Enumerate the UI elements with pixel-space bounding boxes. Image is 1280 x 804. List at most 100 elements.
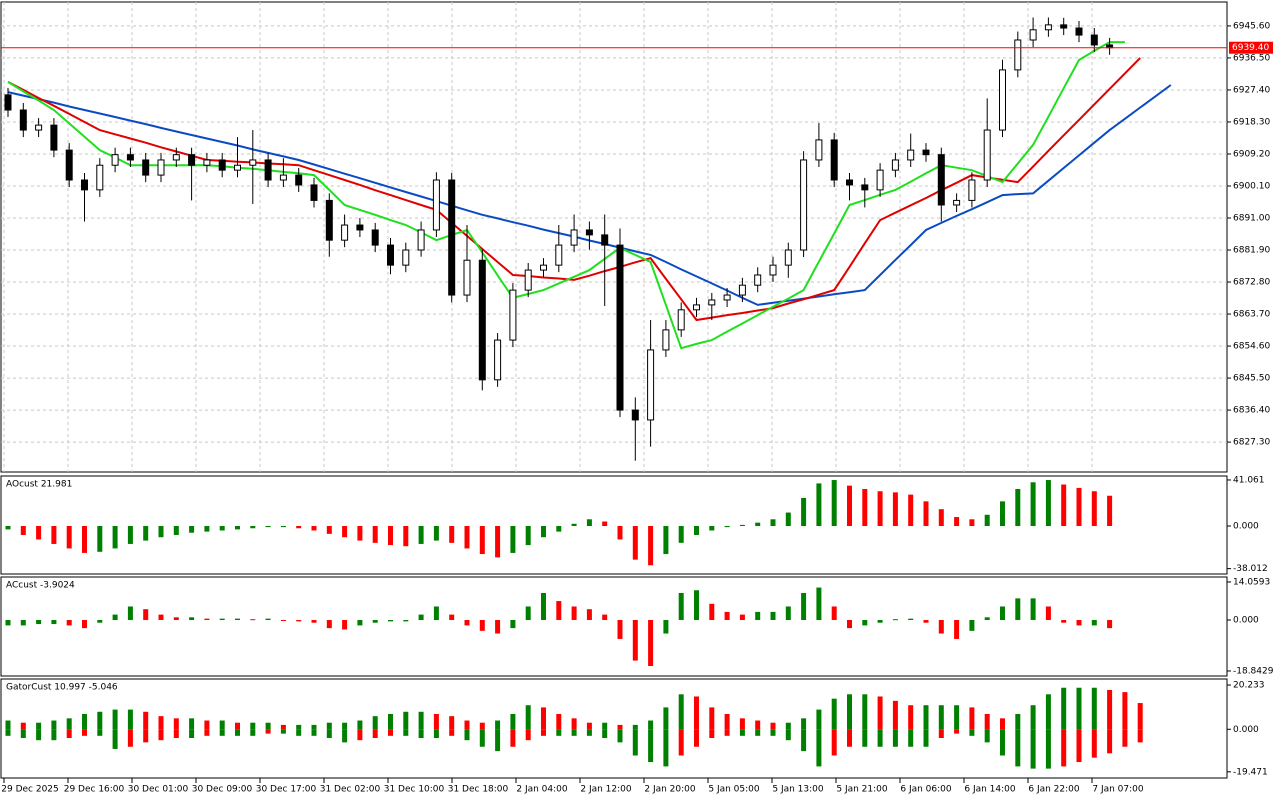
candle-body	[754, 274, 762, 286]
histogram-bar	[464, 620, 470, 626]
gator-bar	[464, 720, 470, 730]
last-price-box	[1229, 41, 1273, 54]
gator-bar	[862, 729, 868, 747]
candle-body	[922, 149, 930, 156]
gator-bar	[755, 729, 761, 736]
candle-body	[356, 224, 364, 231]
histogram-bar	[433, 526, 439, 541]
histogram-bar	[1000, 501, 1005, 527]
y-tick-label: 6872.80	[1233, 278, 1270, 288]
gator-bar	[265, 729, 271, 734]
candle-body	[157, 159, 165, 176]
histogram-bar	[663, 620, 669, 634]
histogram-bar	[632, 620, 638, 661]
gator-bar	[1122, 729, 1128, 747]
gator-bar	[5, 729, 11, 736]
gator-bar	[127, 709, 133, 730]
gator-bar	[724, 713, 730, 730]
candle-body	[402, 249, 410, 266]
candle-body	[616, 244, 624, 411]
histogram-bar	[770, 611, 776, 621]
y-tick-label: 6854.60	[1233, 342, 1270, 352]
gator-bar	[632, 724, 638, 730]
histogram-bar	[1000, 606, 1005, 621]
histogram-bar	[525, 606, 531, 621]
gator-bar	[510, 713, 516, 730]
y-tick-label: 0.000	[1233, 522, 1259, 532]
candle-body	[35, 124, 43, 131]
histogram-bar	[938, 509, 944, 527]
histogram-bar	[694, 526, 699, 535]
x-tick-label: 6 Jan 22:00	[1028, 785, 1080, 795]
gator-bar	[296, 724, 302, 730]
histogram-bar	[36, 620, 42, 625]
candle-body	[953, 199, 961, 206]
histogram-bar	[112, 526, 118, 549]
indicator-label: ACcust -3.9024	[6, 581, 75, 591]
histogram-bar	[388, 526, 393, 546]
gator-bar	[372, 729, 378, 739]
candle-body	[1044, 24, 1052, 31]
gator-bar	[204, 720, 210, 730]
candle-body	[784, 249, 792, 266]
histogram-bar	[892, 619, 898, 621]
gator-bar	[235, 729, 240, 736]
histogram-bar	[877, 491, 883, 527]
histogram-bar	[20, 526, 26, 535]
histogram-bar	[173, 617, 179, 621]
gator-bar	[143, 729, 149, 743]
gator-bar	[663, 707, 669, 730]
histogram-bar	[1045, 480, 1051, 527]
histogram-bar	[571, 606, 577, 621]
gator-bar	[969, 729, 975, 736]
candle-body	[295, 174, 303, 186]
candle-body	[1090, 34, 1098, 46]
gator-bar	[648, 729, 654, 763]
y-tick-label: 6918.30	[1233, 117, 1270, 127]
alligator-line	[7, 57, 1141, 322]
gator-bar	[1122, 692, 1128, 730]
histogram-bar	[816, 483, 822, 527]
candle-body	[601, 234, 609, 246]
histogram-bar	[219, 618, 225, 621]
histogram-bar	[280, 526, 286, 528]
gator-bar	[479, 722, 485, 730]
gator-bar	[954, 729, 960, 734]
histogram-bar	[877, 620, 883, 623]
histogram-bar	[127, 526, 133, 544]
histogram-bar	[923, 501, 929, 527]
candle-body	[677, 309, 685, 331]
gator-bar	[403, 729, 409, 736]
gator-bar	[173, 718, 179, 730]
histogram-bar	[82, 620, 87, 629]
histogram-bar	[1107, 495, 1113, 527]
histogram-bar	[127, 606, 133, 621]
histogram-bar	[755, 611, 761, 621]
gator-bar	[1061, 729, 1067, 767]
y-tick-label: 0.000	[1233, 616, 1259, 626]
candle-body	[540, 264, 547, 271]
histogram-bar	[479, 620, 485, 631]
histogram-bar	[770, 519, 776, 527]
histogram-bar	[97, 526, 103, 552]
indicator-label: GatorCust 10.997 -5.046	[6, 683, 118, 693]
gator-bar	[954, 705, 960, 730]
gator-bar	[923, 729, 929, 747]
histogram-bar	[143, 609, 149, 621]
x-tick-label: 5 Jan 21:00	[836, 785, 888, 795]
x-tick-label: 29 Dec 2025	[1, 785, 59, 795]
y-tick-label: 41.061	[1233, 475, 1265, 485]
histogram-bar	[586, 609, 592, 621]
histogram-bar	[954, 620, 960, 639]
candle-body	[937, 154, 945, 206]
candle-body	[738, 284, 746, 296]
y-tick-label: 6881.90	[1233, 246, 1270, 256]
histogram-bar	[479, 526, 485, 555]
y-tick-label: 6909.20	[1233, 149, 1270, 159]
gator-bar	[877, 696, 883, 730]
gator-bar	[97, 711, 103, 730]
histogram-bar	[158, 526, 164, 538]
histogram-bar	[280, 620, 286, 622]
histogram-bar	[923, 620, 929, 623]
gator-bar	[1000, 718, 1005, 730]
